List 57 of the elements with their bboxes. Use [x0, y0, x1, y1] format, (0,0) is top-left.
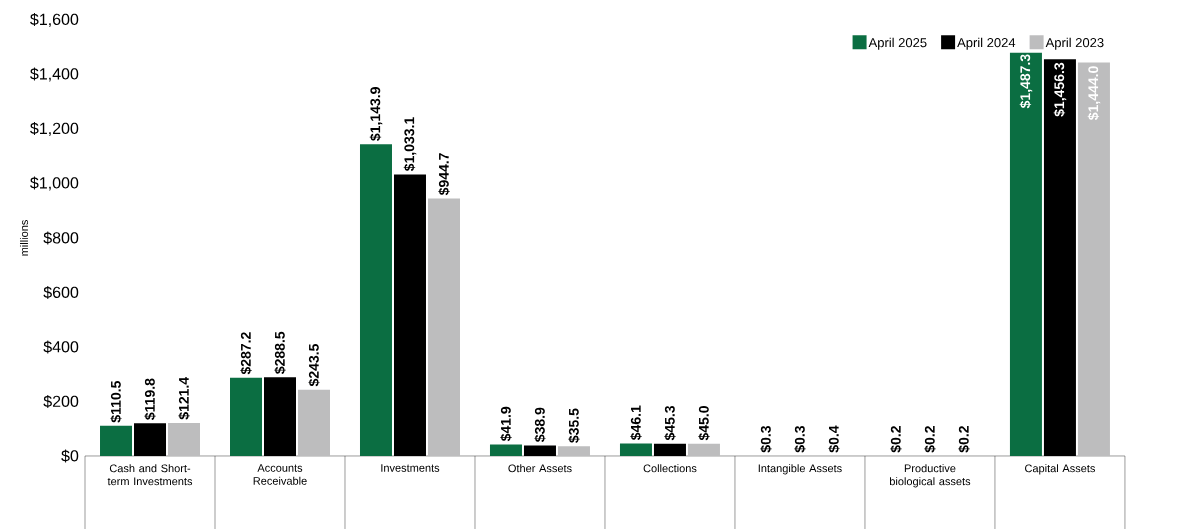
data-label: $1,033.1 [403, 117, 417, 172]
bar [619, 443, 652, 456]
bar [298, 389, 330, 456]
x-tick-label: Accounts Receivable [253, 464, 307, 485]
bar [230, 377, 262, 456]
x-tick-label: Intangible Assets [758, 464, 842, 475]
y-tick-label: $1,400 [30, 67, 79, 82]
y-tick-label: $1,600 [30, 13, 79, 27]
bar [100, 425, 133, 456]
data-label: $944.7 [438, 153, 450, 196]
data-label: $45.0 [698, 406, 710, 441]
data-label: $46.1 [630, 405, 642, 441]
legend-label: April 2025 [868, 37, 927, 50]
bar [489, 444, 522, 456]
data-label: $121.4 [178, 376, 190, 420]
data-label: $1,143.9 [369, 87, 383, 141]
x-tick-label: Capital Assets [1025, 464, 1095, 475]
bar [427, 198, 460, 456]
data-label: $243.5 [308, 344, 320, 387]
data-label: $38.9 [534, 407, 546, 442]
data-label: $110.5 [110, 381, 122, 423]
data-label: $0.4 [828, 425, 840, 453]
data-label: $0.2 [924, 426, 936, 453]
data-label: $119.8 [144, 378, 156, 420]
y-tick-label: $600 [43, 286, 79, 299]
bar [168, 422, 201, 456]
data-label: $0.3 [760, 425, 772, 453]
bar [1009, 50, 1042, 456]
y-tick-label: $1,000 [30, 176, 79, 191]
data-label: $288.5 [274, 331, 286, 374]
legend-label: April 2024 [957, 37, 1016, 50]
y-tick-label: $400 [43, 340, 79, 354]
data-label: $287.2 [240, 332, 252, 375]
x-tick-label: Cash and Short-term Investments [107, 464, 193, 486]
data-label: $0.3 [794, 425, 806, 453]
data-label: $45.3 [664, 405, 676, 441]
data-label: $1,456.3 [1053, 62, 1067, 117]
legend-label: April 2023 [1045, 37, 1104, 50]
x-tick-label: Collections [643, 464, 697, 473]
data-label: $35.5 [568, 408, 580, 443]
x-tick-label: Investments [381, 464, 440, 472]
bar [1077, 62, 1110, 456]
bar [557, 446, 590, 456]
data-label: $41.9 [500, 406, 512, 442]
x-tick-label: Productive biological assets [890, 464, 971, 488]
data-label: $1,444.0 [1087, 66, 1101, 120]
data-label: $0.2 [890, 426, 902, 453]
y-tick-label: $1,200 [30, 122, 79, 136]
bar [359, 144, 392, 456]
data-label: $1,487.3 [1019, 54, 1033, 109]
y-tick-label: $0 [61, 449, 79, 463]
y-tick-label: $200 [43, 395, 79, 408]
x-tick-label: Other Assets [508, 464, 572, 473]
y-axis-title: millions [19, 220, 29, 256]
data-label: $0.2 [958, 426, 970, 453]
y-tick-label: $800 [43, 231, 79, 245]
bar [687, 443, 720, 456]
